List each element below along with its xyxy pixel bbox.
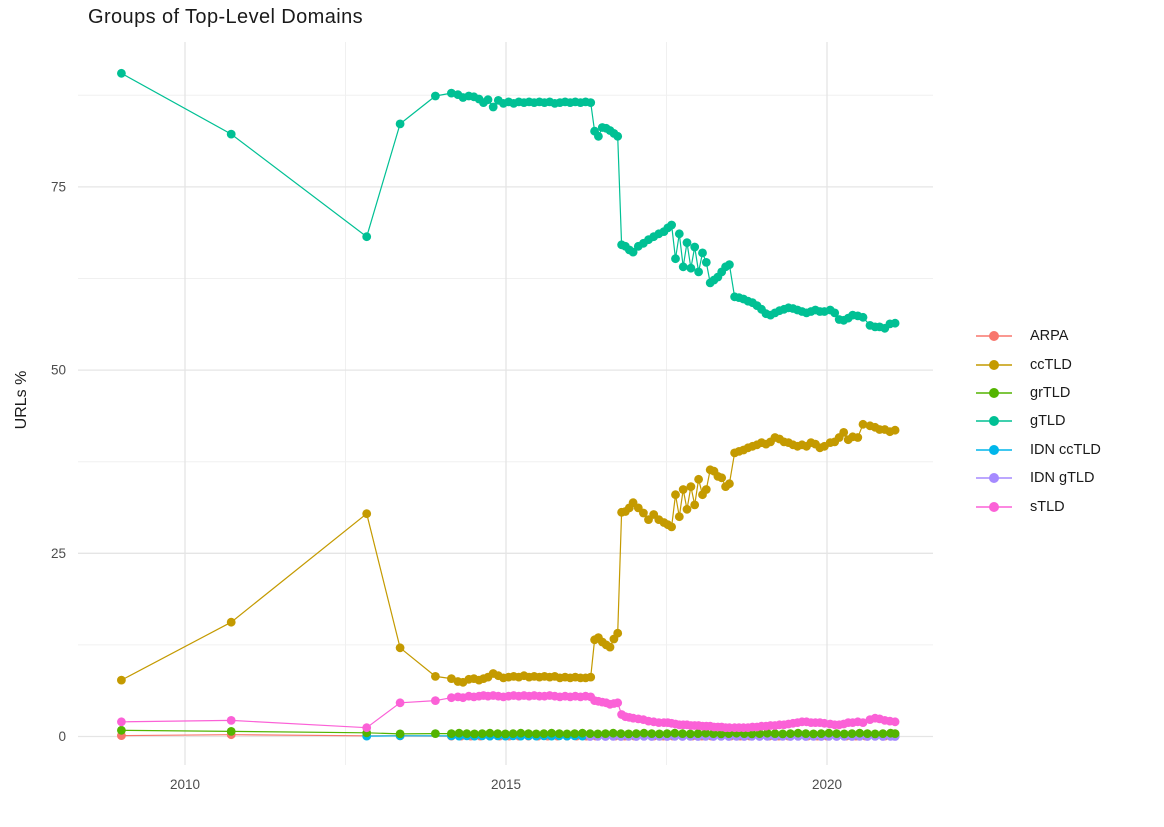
svg-text:2010: 2010 — [170, 777, 200, 792]
x-axis-tick-labels: 2010 2015 2020 — [170, 777, 842, 792]
series-gTLD — [117, 68, 900, 333]
legend-item-gtld: gTLD — [975, 407, 1101, 435]
legend-label: IDN gTLD — [1030, 470, 1095, 487]
svg-text:25: 25 — [51, 546, 66, 561]
legend-label: IDN ccTLD — [1030, 441, 1101, 458]
series-grTLD — [117, 725, 900, 739]
legend-key-icon — [976, 359, 1012, 370]
legend: ARPA ccTLD grTLD gTLD IDN ccTLD IDN gTLD sTLD — [975, 322, 1101, 521]
plot-title: Groups of Top-Level Domains — [88, 6, 364, 28]
legend-key-icon — [976, 501, 1012, 512]
y-axis-title: URLs % — [13, 370, 30, 430]
legend-key-icon — [976, 444, 1012, 455]
svg-text:50: 50 — [51, 363, 66, 378]
svg-text:75: 75 — [51, 179, 66, 194]
legend-item-arpa: ARPA — [975, 322, 1101, 350]
legend-item-grtld: grTLD — [975, 379, 1101, 407]
legend-item-idn-cctld: IDN ccTLD — [975, 436, 1101, 464]
gridlines-major — [78, 42, 933, 765]
series-sTLD — [117, 691, 900, 733]
svg-text:0: 0 — [58, 729, 66, 744]
legend-item-cctld: ccTLD — [975, 350, 1101, 378]
svg-text:2015: 2015 — [491, 777, 521, 792]
legend-label: ARPA — [1030, 328, 1069, 345]
legend-label: grTLD — [1030, 384, 1071, 401]
legend-key-icon — [976, 331, 1012, 342]
legend-key-icon — [976, 473, 1012, 484]
y-axis-tick-labels: 0 25 50 75 — [51, 179, 66, 744]
legend-label: sTLD — [1030, 498, 1065, 515]
legend-label: gTLD — [1030, 413, 1066, 430]
legend-key-icon — [976, 416, 1012, 427]
legend-item-idn-gtld: IDN gTLD — [975, 464, 1101, 492]
legend-item-stld: sTLD — [975, 492, 1101, 520]
series-ccTLD — [117, 419, 900, 687]
legend-label: ccTLD — [1030, 356, 1072, 373]
svg-text:2020: 2020 — [812, 777, 842, 792]
legend-key-icon — [976, 387, 1012, 398]
